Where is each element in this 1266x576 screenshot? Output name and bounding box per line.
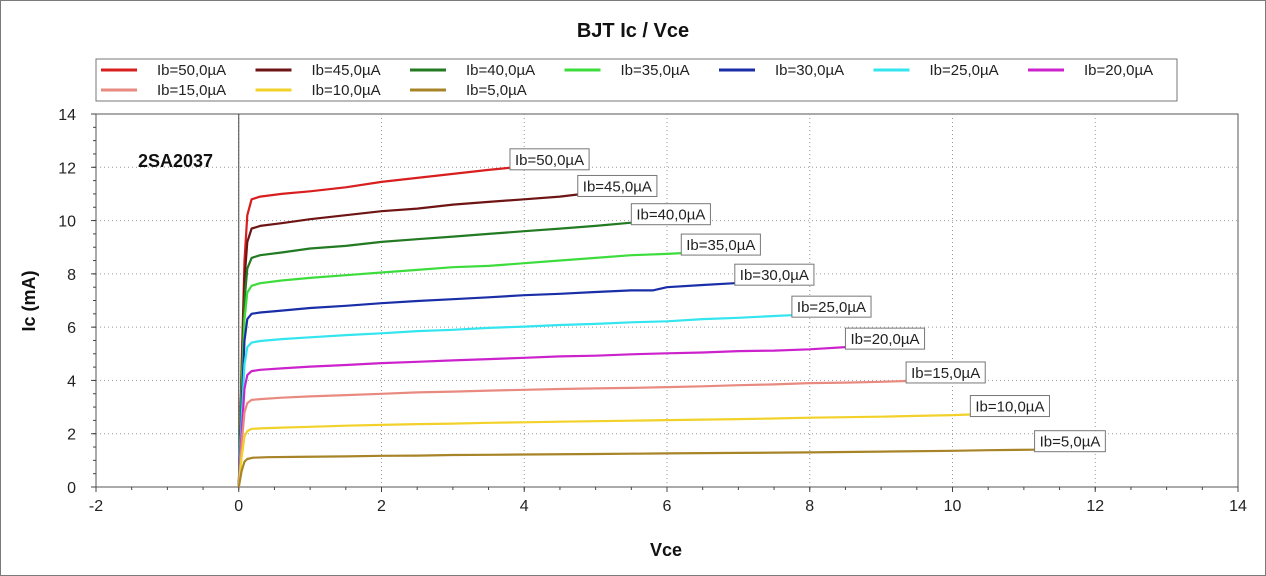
curve-label-box — [1034, 430, 1106, 453]
x-tick-label: 6 — [663, 498, 672, 515]
y-tick-label: 0 — [67, 480, 76, 497]
legend-label-1: Ib=45,0µA — [312, 62, 381, 79]
curve-label-text: Ib=10,0µA — [975, 399, 1044, 416]
legend: Ib=50,0µA Ib=45,0µA Ib=40,0µA Ib=35,0µA Ib=3… — [95, 58, 1178, 102]
curve-labels: Ib=50,0µA Ib=45,0µA Ib=40,0µA Ib=35,0µA Ib=3… — [509, 148, 1106, 453]
curve-label-9: Ib=5,0µA — [1034, 430, 1106, 453]
curve-label-7: Ib=15,0µA — [905, 361, 986, 384]
x-tick-label: 2 — [377, 498, 386, 515]
legend-label-2: Ib=40,0µA — [466, 62, 535, 79]
curve-label-box — [577, 174, 658, 197]
curve-label-3: Ib=35,0µA — [680, 233, 761, 256]
legend-label-4: Ib=30,0µA — [775, 62, 844, 79]
series-line-8 — [237, 413, 971, 488]
legend-label-7: Ib=15,0µA — [157, 82, 226, 99]
curves — [237, 166, 1035, 488]
y-axis-ticks: 0 2 4 6 8 10 12 14 — [58, 107, 96, 497]
curve-label-text: Ib=20,0µA — [850, 331, 919, 348]
legend-label-9: Ib=5,0µA — [466, 82, 527, 99]
series-line-0 — [237, 166, 511, 488]
curve-label-0: Ib=50,0µA — [509, 148, 590, 171]
legend-box — [95, 58, 1178, 102]
x-tick-label: 8 — [805, 498, 814, 515]
curve-label-box — [791, 295, 872, 318]
series-line-7 — [237, 379, 907, 488]
curve-label-text: Ib=15,0µA — [911, 365, 980, 382]
legend-label-3: Ib=35,0µA — [621, 62, 690, 79]
plot-area — [95, 113, 1239, 488]
series-line-1 — [237, 193, 578, 488]
legend-label-5: Ib=25,0µA — [930, 62, 999, 79]
curve-label-1: Ib=45,0µA — [577, 174, 658, 197]
x-axis-ticks: -2 0 2 4 6 8 10 12 14 — [89, 487, 1247, 515]
y-tick-label: 10 — [58, 214, 76, 231]
curve-label-text: Ib=45,0µA — [583, 178, 652, 195]
curve-label-box — [680, 233, 761, 256]
series-line-6 — [237, 346, 846, 488]
curve-label-8: Ib=10,0µA — [969, 395, 1050, 418]
legend-label-0: Ib=50,0µA — [157, 62, 226, 79]
curve-label-box — [844, 327, 926, 350]
curve-label-box — [734, 263, 815, 286]
series-line-3 — [237, 252, 682, 488]
curve-label-box — [905, 361, 986, 384]
curve-label-5: Ib=25,0µA — [791, 295, 872, 318]
curve-label-text: Ib=50,0µA — [515, 152, 584, 169]
curve-label-box — [509, 148, 590, 171]
curve-label-6: Ib=20,0µA — [844, 327, 926, 350]
x-tick-label: 10 — [944, 498, 962, 515]
y-tick-label: 4 — [67, 373, 76, 390]
legend-label-6: Ib=20,0µA — [1084, 62, 1153, 79]
y-tick-label: 14 — [58, 107, 76, 124]
x-tick-label: 0 — [234, 498, 243, 515]
x-axis-title: Vce — [650, 540, 682, 560]
series-line-5 — [237, 314, 792, 488]
series-line-2 — [237, 221, 632, 488]
curve-label-box — [630, 203, 711, 226]
x-tick-label: -2 — [89, 498, 103, 515]
curve-label-text: Ib=25,0µA — [797, 299, 866, 316]
series-line-4 — [237, 282, 735, 488]
y-tick-label: 2 — [67, 427, 76, 444]
curve-label-box — [969, 395, 1050, 418]
curve-label-4: Ib=30,0µA — [734, 263, 815, 286]
series-line-9 — [237, 448, 1035, 488]
curve-label-text: Ib=40,0µA — [636, 207, 705, 224]
curve-label-text: Ib=30,0µA — [740, 267, 809, 284]
x-tick-label: 12 — [1086, 498, 1104, 515]
curve-label-text: Ib=5,0µA — [1040, 434, 1101, 451]
chart-annotation: 2SA2037 — [138, 151, 213, 171]
x-tick-label: 4 — [520, 498, 529, 515]
y-tick-label: 8 — [67, 267, 76, 284]
y-tick-label: 6 — [67, 320, 76, 337]
curve-label-text: Ib=35,0µA — [686, 237, 755, 254]
y-tick-label: 12 — [58, 160, 76, 177]
chart-title: BJT Ic / Vce — [577, 20, 689, 42]
y-axis-title: Ic (mA) — [19, 270, 39, 331]
legend-label-8: Ib=10,0µA — [312, 82, 381, 99]
x-tick-label: 14 — [1229, 498, 1247, 515]
curve-label-2: Ib=40,0µA — [630, 203, 711, 226]
